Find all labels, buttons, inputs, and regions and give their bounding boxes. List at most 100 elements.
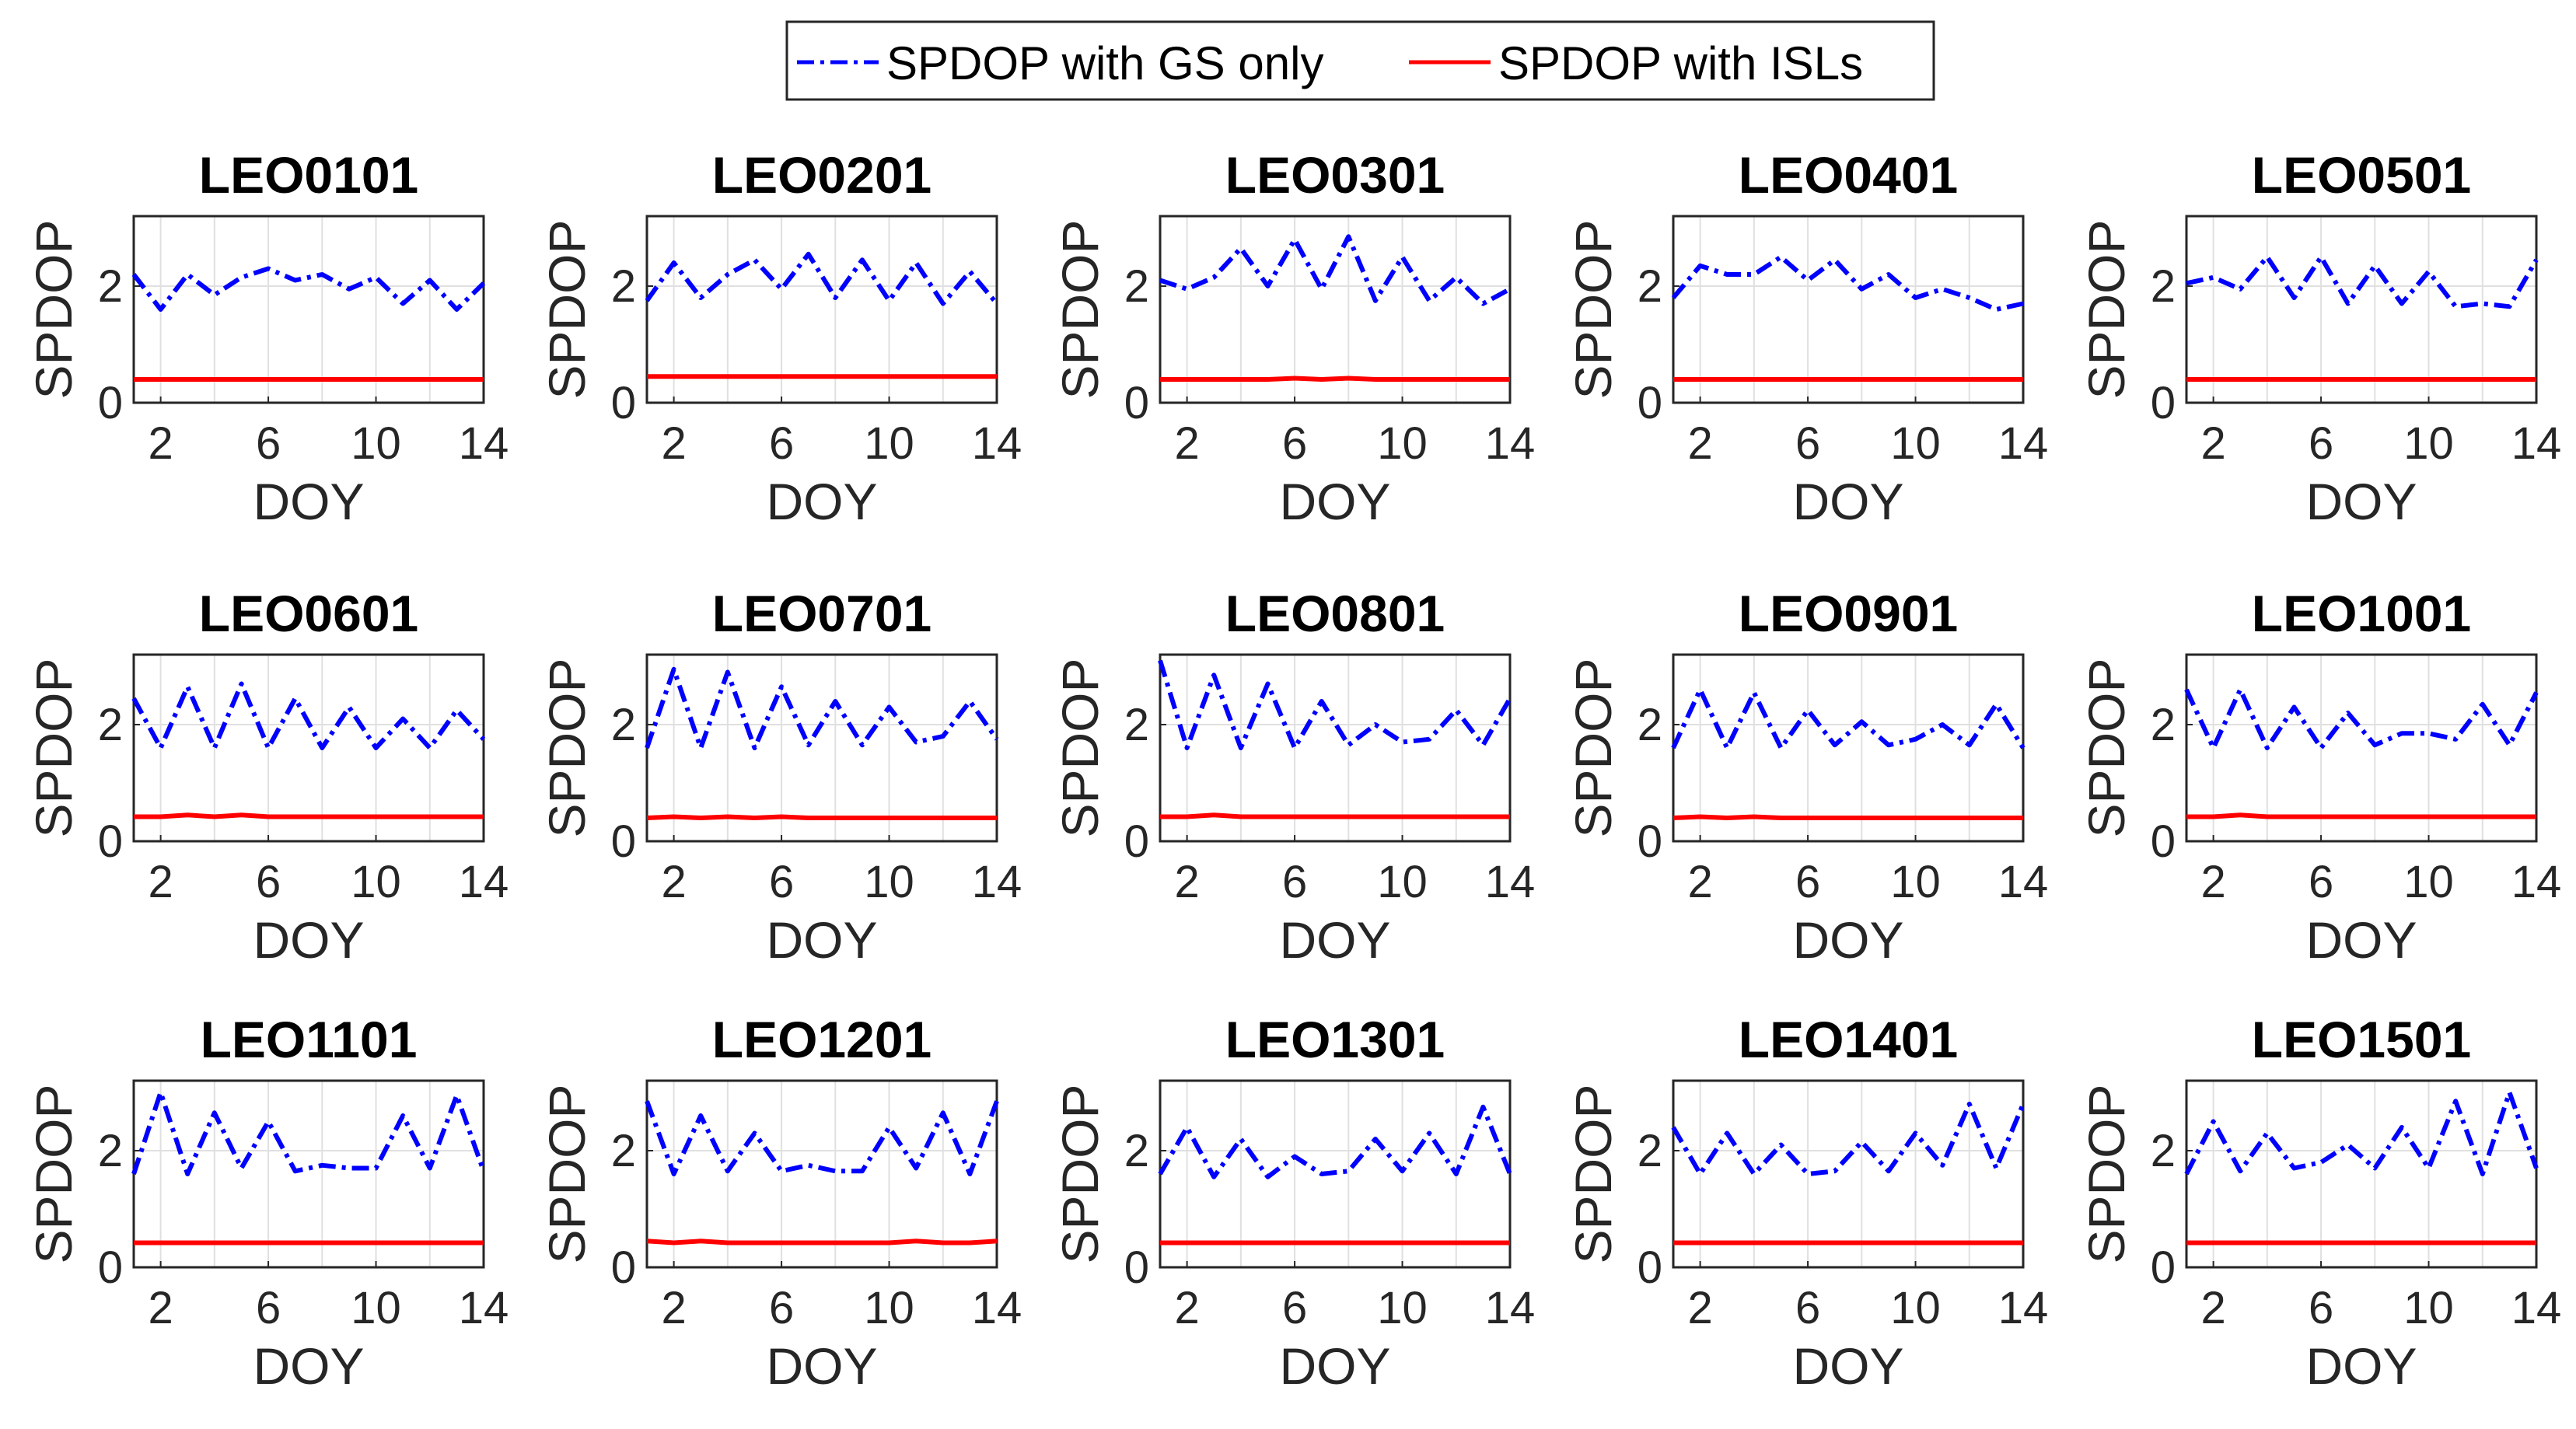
legend-label-isl: SPDOP with ISLs bbox=[1498, 37, 1863, 89]
y-axis-label: SPDOP bbox=[1051, 658, 1109, 837]
x-axis-label: DOY bbox=[253, 911, 364, 969]
x-tick-label: 2 bbox=[661, 418, 686, 469]
x-tick-label: 6 bbox=[2309, 418, 2333, 469]
axes-box bbox=[1672, 1079, 2025, 1269]
series-line-gs bbox=[645, 666, 999, 750]
x-tick-label: 2 bbox=[148, 1283, 173, 1333]
x-tick-label: 10 bbox=[2403, 1283, 2454, 1333]
x-tick-label: 2 bbox=[148, 418, 173, 469]
y-axis-label: SPDOP bbox=[538, 219, 596, 399]
y-tick-label: 2 bbox=[1124, 261, 1149, 312]
panel-title: LEO1301 bbox=[1225, 1011, 1445, 1068]
x-tick-label: 14 bbox=[459, 1283, 509, 1333]
axes-box bbox=[1159, 215, 1512, 404]
x-tick-label: 2 bbox=[1174, 1283, 1199, 1333]
y-axis-label: SPDOP bbox=[1564, 1084, 1622, 1263]
y-axis-label: SPDOP bbox=[1051, 219, 1109, 399]
x-tick-label: 2 bbox=[1687, 857, 1712, 907]
x-tick-label: 2 bbox=[661, 1283, 686, 1333]
series-line-gs bbox=[1159, 234, 1512, 306]
y-tick-label: 0 bbox=[2151, 378, 2176, 428]
x-tick-label: 14 bbox=[1485, 418, 1536, 469]
x-tick-label: 14 bbox=[972, 1283, 1022, 1333]
panel-title: LEO1201 bbox=[712, 1011, 932, 1068]
y-tick-label: 0 bbox=[1124, 378, 1149, 428]
series-line-gs bbox=[2184, 687, 2539, 750]
x-tick-label: 14 bbox=[2511, 857, 2562, 907]
x-tick-label: 14 bbox=[972, 857, 1022, 907]
panel-title: LEO0201 bbox=[712, 146, 932, 204]
x-tick-label: 14 bbox=[2511, 418, 2562, 469]
x-axis-label: DOY bbox=[2305, 473, 2417, 530]
x-tick-label: 14 bbox=[2511, 1283, 2562, 1333]
x-tick-label: 10 bbox=[351, 1283, 401, 1333]
y-axis-label: SPDOP bbox=[1051, 1084, 1109, 1263]
y-tick-label: 0 bbox=[1638, 1242, 1662, 1293]
panel-title: LEO0801 bbox=[1225, 585, 1445, 642]
y-axis-label: SPDOP bbox=[2078, 658, 2135, 837]
y-tick-label: 2 bbox=[1638, 700, 1662, 750]
x-axis-label: DOY bbox=[2305, 1337, 2417, 1395]
axes-box bbox=[2185, 653, 2538, 843]
legend-box bbox=[785, 20, 1935, 101]
y-tick-label: 0 bbox=[1638, 378, 1662, 428]
x-axis-label: DOY bbox=[1279, 911, 1390, 969]
x-tick-label: 14 bbox=[1998, 857, 2049, 907]
series-line-gs bbox=[2184, 1090, 2539, 1176]
x-tick-label: 14 bbox=[1998, 1283, 2049, 1333]
panel-title: LEO1001 bbox=[2252, 585, 2472, 642]
axes-box bbox=[645, 653, 998, 843]
y-axis-label: SPDOP bbox=[538, 1084, 596, 1263]
x-tick-label: 14 bbox=[1485, 857, 1536, 907]
series-line-gs bbox=[131, 1090, 486, 1176]
series-line-isl bbox=[1160, 376, 1510, 382]
x-tick-label: 10 bbox=[2403, 857, 2454, 907]
y-tick-label: 0 bbox=[611, 1242, 636, 1293]
axes-box bbox=[645, 1079, 998, 1269]
x-tick-label: 2 bbox=[148, 857, 173, 907]
x-tick-label: 10 bbox=[864, 1283, 914, 1333]
x-tick-label: 6 bbox=[1282, 857, 1307, 907]
series-line-gs bbox=[645, 1100, 999, 1176]
x-tick-label: 2 bbox=[661, 857, 686, 907]
x-tick-label: 6 bbox=[769, 857, 794, 907]
y-tick-label: 0 bbox=[2151, 1242, 2176, 1293]
y-tick-label: 2 bbox=[611, 261, 636, 312]
y-tick-label: 2 bbox=[2151, 1126, 2176, 1176]
panel-title: LEO1401 bbox=[1739, 1011, 1959, 1068]
y-tick-label: 0 bbox=[1124, 1242, 1149, 1293]
y-tick-label: 2 bbox=[1638, 261, 1662, 312]
legend-label-gs: SPDOP with GS only bbox=[886, 37, 1323, 89]
x-axis-label: DOY bbox=[253, 1337, 364, 1395]
x-tick-label: 10 bbox=[2403, 418, 2454, 469]
x-tick-label: 14 bbox=[459, 418, 509, 469]
panel-title: LEO0301 bbox=[1225, 146, 1445, 204]
y-tick-label: 0 bbox=[611, 816, 636, 867]
x-axis-label: DOY bbox=[766, 473, 877, 530]
x-tick-label: 2 bbox=[2200, 857, 2225, 907]
x-tick-label: 14 bbox=[459, 857, 509, 907]
x-tick-label: 2 bbox=[2200, 418, 2225, 469]
series-line-gs bbox=[1158, 659, 1512, 750]
y-tick-label: 0 bbox=[98, 816, 123, 867]
y-tick-label: 2 bbox=[98, 1126, 123, 1176]
panel-title: LEO1501 bbox=[2252, 1011, 2472, 1068]
y-tick-label: 2 bbox=[611, 1126, 636, 1176]
y-tick-label: 2 bbox=[1638, 1126, 1662, 1176]
y-axis-label: SPDOP bbox=[538, 658, 596, 837]
series-line-isl bbox=[646, 1239, 998, 1246]
series-line-gs bbox=[2186, 254, 2539, 309]
x-tick-label: 6 bbox=[256, 1283, 281, 1333]
x-tick-label: 6 bbox=[769, 1283, 794, 1333]
